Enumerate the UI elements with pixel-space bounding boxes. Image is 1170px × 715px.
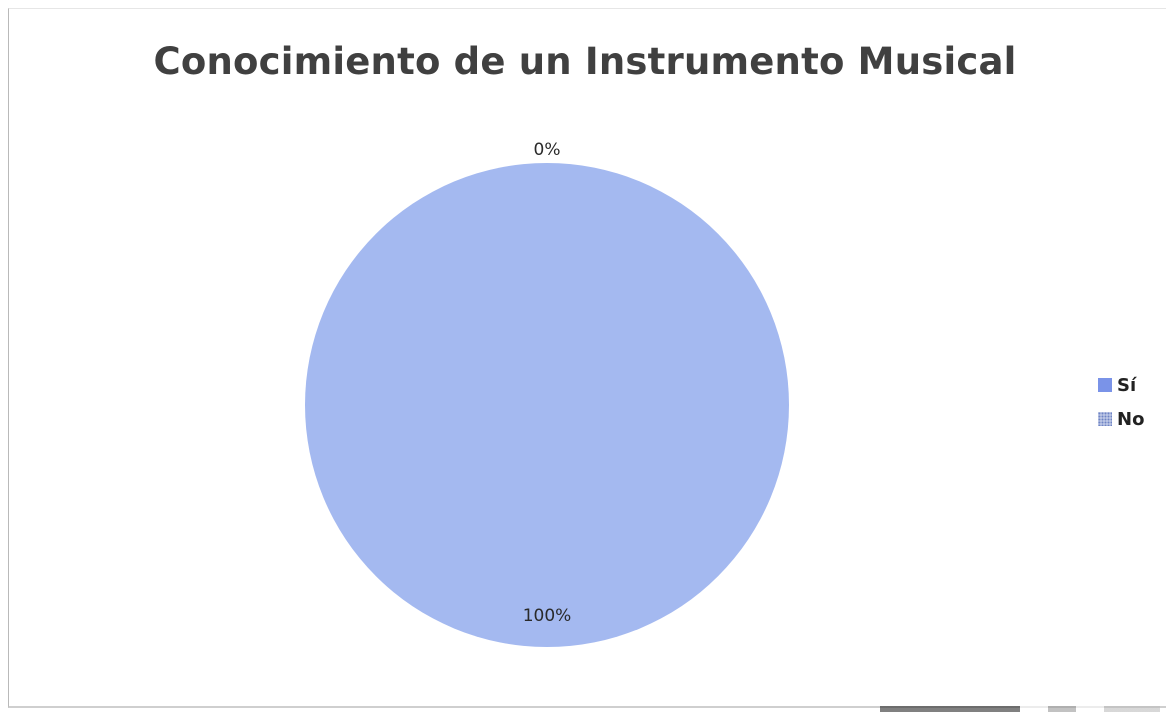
legend-swatch-no (1098, 412, 1112, 426)
legend-label-no: No (1117, 408, 1145, 430)
legend-item-no: No (1098, 404, 1144, 434)
legend-item-si: Sí (1098, 370, 1144, 400)
footer-scan-mark (880, 706, 1160, 712)
legend-label-si: Sí (1117, 374, 1137, 396)
chart-title: Conocimiento de un Instrumento Musical (153, 40, 1017, 83)
data-label-no: 0% (534, 140, 561, 160)
legend-swatch-si (1098, 378, 1112, 392)
legend: Sí No (1098, 370, 1144, 438)
pie-slice-s- (305, 163, 789, 647)
data-label-s-: 100% (523, 606, 572, 626)
